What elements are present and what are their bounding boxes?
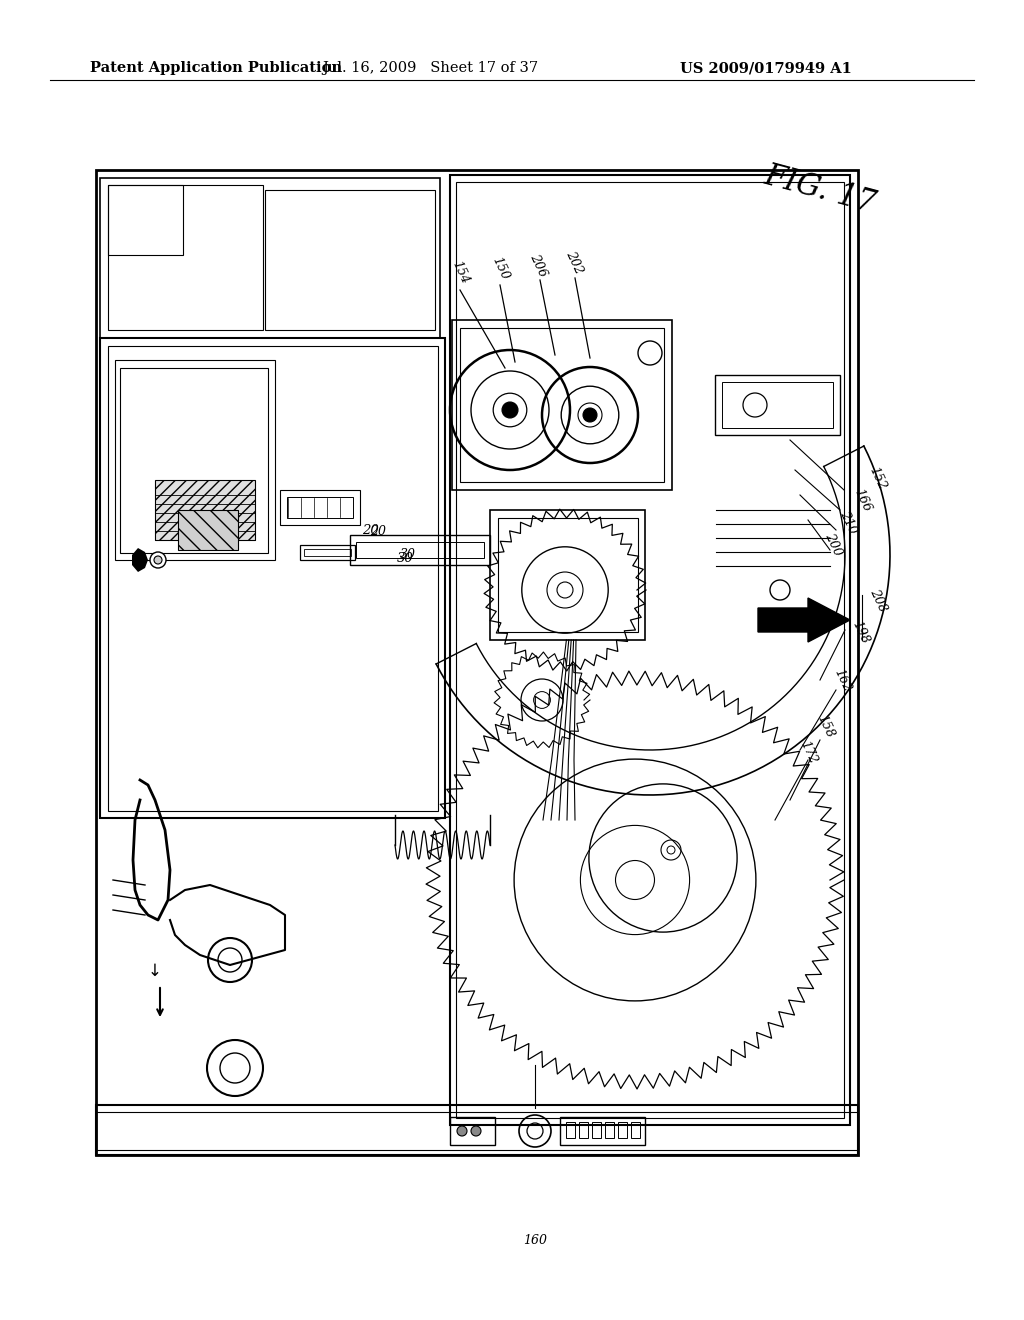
Circle shape [743,393,767,417]
Circle shape [583,408,597,422]
Bar [452,319,672,490]
Bar [304,549,351,556]
Bar [100,338,445,818]
Bar [287,498,353,517]
Text: FIG. 17: FIG. 17 [761,160,880,220]
Circle shape [471,1126,481,1137]
Bar [115,360,275,560]
Bar [722,381,833,428]
Bar [108,185,183,255]
Bar [96,1111,858,1150]
Bar [460,327,664,482]
Text: 208: 208 [867,586,889,614]
Bar [120,368,268,553]
Circle shape [557,582,573,598]
Bar [100,178,440,338]
Bar [450,1117,495,1144]
Text: 158: 158 [814,713,836,739]
Text: 198: 198 [849,618,871,645]
Bar [108,185,263,330]
Text: 150: 150 [489,255,511,281]
Text: 172: 172 [797,738,819,766]
Text: 152: 152 [866,465,888,491]
Text: Patent Application Publication: Patent Application Publication [90,61,342,75]
Circle shape [207,1040,263,1096]
Circle shape [502,403,518,418]
Text: 154: 154 [450,259,471,285]
Text: ↓: ↓ [148,962,162,979]
Text: US 2009/0179949 A1: US 2009/0179949 A1 [680,61,852,75]
Bar [178,510,238,550]
Circle shape [457,1126,467,1137]
Circle shape [667,846,675,854]
Bar [490,510,645,640]
Bar [280,490,360,525]
Bar [96,1105,858,1155]
Text: 20: 20 [361,524,379,536]
FancyArrow shape [758,598,850,642]
Text: 20: 20 [370,525,386,539]
Text: 200: 200 [822,531,844,557]
Bar [350,535,490,565]
Text: 160: 160 [523,1233,547,1246]
Bar [155,480,255,540]
Text: 162: 162 [831,667,853,693]
Text: 210: 210 [837,508,859,536]
Bar [618,1122,627,1138]
Circle shape [150,552,166,568]
Text: 166: 166 [851,486,873,513]
Bar [456,182,844,1118]
Text: Jul. 16, 2009   Sheet 17 of 37: Jul. 16, 2009 Sheet 17 of 37 [322,61,538,75]
Bar [300,545,355,560]
Bar [605,1122,614,1138]
Bar [450,176,850,1125]
Text: 30: 30 [396,552,414,565]
Bar [715,375,840,436]
Bar [631,1122,640,1138]
Bar [96,170,858,1155]
Bar [566,1122,575,1138]
Bar [356,543,484,558]
Circle shape [154,556,162,564]
Polygon shape [132,548,148,572]
Text: 206: 206 [527,251,549,279]
Bar [579,1122,588,1138]
Bar [108,346,438,810]
Bar [592,1122,601,1138]
Circle shape [208,939,252,982]
Bar [560,1117,645,1144]
Bar [265,190,435,330]
Bar [498,517,638,632]
Text: 202: 202 [563,248,585,276]
Text: 30: 30 [400,548,416,561]
